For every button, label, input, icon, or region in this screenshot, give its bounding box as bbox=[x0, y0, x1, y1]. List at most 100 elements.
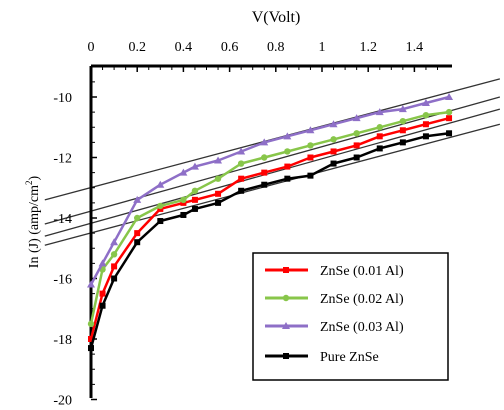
series-3-point bbox=[352, 114, 361, 122]
x-tick-label: 0 bbox=[88, 40, 95, 55]
series-1-point bbox=[376, 133, 383, 140]
series-3-point bbox=[306, 126, 315, 134]
y-axis-title-main: In (J) (amp/cm bbox=[27, 185, 42, 268]
series-4-line bbox=[89, 132, 450, 349]
series-2-point bbox=[307, 142, 314, 149]
series-4-point bbox=[180, 211, 187, 218]
series-3-point bbox=[156, 180, 165, 188]
y-axis-title-close: ) bbox=[27, 175, 42, 180]
series-3-point bbox=[110, 238, 119, 246]
series-2-point bbox=[87, 320, 95, 328]
series-1-point bbox=[307, 154, 314, 161]
series-2-line bbox=[89, 110, 450, 325]
y-tick-label: -12 bbox=[53, 152, 72, 167]
series-3-point bbox=[398, 105, 407, 113]
fit-line-4 bbox=[44, 123, 501, 246]
y-tick-label: -20 bbox=[53, 394, 72, 409]
series-2-point bbox=[261, 154, 268, 161]
series-2-point bbox=[180, 196, 187, 204]
series-2-point bbox=[422, 111, 430, 119]
y-tick-label: -16 bbox=[53, 273, 72, 288]
series-2-point bbox=[445, 108, 453, 116]
series-4-point bbox=[399, 139, 406, 146]
series-3-point bbox=[133, 195, 142, 203]
legend-swatch-marker bbox=[282, 294, 290, 302]
legend-label: Pure ZnSe bbox=[320, 350, 379, 365]
series-2-point bbox=[191, 187, 199, 194]
series-1-point bbox=[422, 121, 429, 128]
series-1-point bbox=[88, 336, 94, 342]
series-4-point bbox=[376, 145, 383, 152]
y-tick-label: -14 bbox=[53, 212, 72, 227]
legend-label: ZnSe (0.03 Al) bbox=[320, 320, 404, 335]
series-2-point bbox=[214, 175, 222, 182]
series-4-point bbox=[446, 130, 453, 137]
series-1-point bbox=[99, 290, 106, 297]
fit-line-2 bbox=[44, 96, 501, 225]
series-2-point bbox=[376, 124, 383, 131]
series-2-point bbox=[399, 118, 407, 125]
series-4-point bbox=[307, 172, 314, 179]
series-3-point bbox=[329, 120, 338, 128]
series-4-point bbox=[215, 199, 222, 206]
series-4-point bbox=[353, 154, 360, 161]
series-3-point bbox=[445, 93, 454, 100]
series-1-point bbox=[238, 175, 245, 182]
series-1-point bbox=[399, 127, 406, 134]
series-4-point bbox=[238, 187, 245, 194]
series-4-point bbox=[284, 175, 291, 182]
plot-area: 0 0.2 0.4 0.6 0.8 1 1.2 1.4 -10 -12 -14 -16 -18 -20 bbox=[44, 40, 501, 409]
legend-swatch-marker bbox=[283, 267, 289, 273]
series-3-point bbox=[283, 132, 292, 140]
x-axis-title: V(Volt) bbox=[252, 9, 301, 26]
x-tick-label: 1.2 bbox=[359, 40, 377, 55]
series-4-point bbox=[88, 345, 94, 352]
series-4-point bbox=[157, 218, 164, 225]
x-tick-label: 0.2 bbox=[128, 40, 146, 55]
legend: ZnSe (0.01 Al) ZnSe (0.02 Al) ZnSe (0.03 A… bbox=[252, 252, 449, 381]
series-1-point bbox=[261, 169, 268, 176]
series-1-point bbox=[111, 263, 118, 270]
series-2-point bbox=[284, 148, 291, 155]
x-tick-label: 0.8 bbox=[267, 40, 285, 55]
series-1-point bbox=[446, 115, 453, 122]
series-1-point bbox=[284, 163, 291, 170]
series-1-point bbox=[353, 142, 360, 149]
series-1-line bbox=[89, 116, 450, 340]
fit-line-3 bbox=[44, 108, 501, 237]
series-2-point bbox=[237, 160, 245, 167]
legend-swatch-marker bbox=[282, 322, 290, 329]
series-3-point bbox=[179, 168, 188, 176]
y-tick-label: -10 bbox=[53, 91, 72, 106]
y-tick-label: -18 bbox=[53, 333, 72, 348]
legend-swatch-marker bbox=[283, 353, 289, 359]
x-tick-label: 1 bbox=[319, 40, 326, 55]
x-tick-label: 0.6 bbox=[221, 40, 239, 55]
series-1-point bbox=[191, 196, 198, 203]
series-4-point bbox=[261, 181, 268, 188]
series-3-point bbox=[87, 280, 95, 288]
series-2-point bbox=[330, 136, 337, 143]
x-tick-label: 0.4 bbox=[175, 40, 193, 55]
series-4-point bbox=[99, 302, 106, 309]
series-4-point bbox=[191, 205, 198, 212]
series-3-point bbox=[237, 147, 246, 155]
series-3-point bbox=[98, 259, 107, 267]
legend-label: ZnSe (0.02 Al) bbox=[320, 292, 404, 307]
y-axis-title-superscript: 2 bbox=[24, 180, 34, 185]
series-2-point bbox=[110, 251, 118, 258]
x-tick-label: 1.4 bbox=[406, 40, 424, 55]
series-3-point bbox=[375, 108, 384, 116]
series-3-point bbox=[421, 99, 430, 107]
series-3-point bbox=[260, 138, 269, 146]
series-3-point bbox=[214, 156, 223, 164]
legend-label: ZnSe (0.01 Al) bbox=[320, 264, 404, 279]
y-axis-title: In (J) (amp/cm2) bbox=[24, 175, 42, 268]
series-4-point bbox=[134, 239, 141, 246]
series-2-point bbox=[157, 202, 164, 210]
series-4-point bbox=[422, 133, 429, 140]
series-3-point bbox=[190, 162, 199, 170]
series-3-line bbox=[89, 95, 450, 286]
series-4-point bbox=[111, 275, 118, 282]
